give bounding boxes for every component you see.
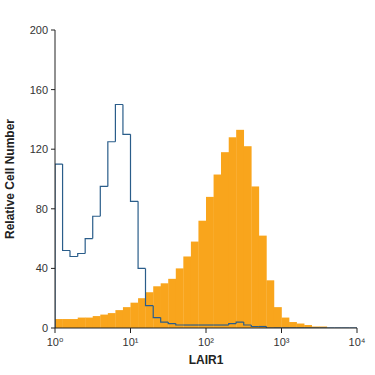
x-tick-label: 10¹ bbox=[123, 336, 139, 348]
histogram-step bbox=[206, 324, 214, 325]
histogram-bar bbox=[168, 279, 176, 328]
histogram-step bbox=[78, 254, 85, 257]
histogram-bar bbox=[176, 268, 184, 328]
x-tick bbox=[206, 328, 207, 333]
y-tick bbox=[51, 89, 55, 90]
histogram-step bbox=[63, 164, 70, 250]
histogram-bar bbox=[214, 175, 222, 328]
histogram-step bbox=[145, 268, 153, 305]
chart: 0 40 80 120 160 200 10⁰ 10¹ 10² 10³ 10⁴ LAIR1 Relati… bbox=[0, 0, 375, 375]
histogram-step bbox=[115, 105, 123, 142]
histogram-bar bbox=[131, 303, 139, 328]
y-tick-label: 0 bbox=[42, 322, 48, 334]
x-tick-label: 10⁴ bbox=[349, 336, 366, 348]
y-axis-label: Relative Cell Number bbox=[3, 119, 17, 239]
histogram-bar bbox=[85, 318, 93, 328]
histogram-step bbox=[229, 324, 236, 325]
x-tick bbox=[281, 328, 282, 333]
histogram-step bbox=[251, 325, 259, 326]
y-tick bbox=[51, 30, 55, 31]
histogram-bar bbox=[191, 242, 199, 328]
histogram-step bbox=[161, 318, 169, 322]
histogram-step bbox=[183, 324, 191, 325]
histogram-step bbox=[168, 322, 176, 323]
histogram-step bbox=[93, 216, 101, 238]
histogram-bar bbox=[259, 236, 267, 328]
histogram-bar bbox=[236, 130, 244, 328]
histogram-bar bbox=[123, 307, 131, 328]
histogram-bar bbox=[138, 298, 146, 328]
histogram-bar bbox=[108, 313, 116, 328]
y-tick bbox=[51, 268, 55, 269]
x-axis-label: LAIR1 bbox=[189, 353, 224, 367]
x-tick-label: 10⁰ bbox=[47, 336, 64, 348]
histogram-bar bbox=[70, 319, 78, 328]
histogram-bar bbox=[198, 221, 206, 328]
histogram-step bbox=[108, 142, 116, 187]
x-tick bbox=[55, 328, 56, 333]
y-tick-label: 200 bbox=[30, 24, 48, 36]
histogram-step bbox=[123, 105, 131, 135]
histogram-step bbox=[55, 164, 63, 328]
histogram-bar bbox=[55, 319, 63, 328]
histogram-bar bbox=[183, 256, 191, 328]
x-tick-label: 10³ bbox=[274, 336, 290, 348]
histogram-bar bbox=[161, 283, 169, 328]
histogram-step bbox=[214, 324, 221, 325]
plot-area bbox=[55, 105, 357, 329]
histogram-bar bbox=[153, 286, 161, 328]
series-0 bbox=[55, 130, 327, 328]
y-tick-label: 160 bbox=[30, 84, 48, 96]
histogram-bar bbox=[93, 316, 101, 328]
histogram-bar bbox=[266, 280, 274, 328]
y-tick bbox=[51, 328, 55, 329]
histogram-bar bbox=[100, 315, 108, 328]
y-tick-label: 40 bbox=[36, 262, 48, 274]
histogram-bar bbox=[63, 319, 71, 328]
histogram-step bbox=[191, 324, 199, 325]
y-axis bbox=[55, 30, 56, 328]
histogram-bar bbox=[297, 324, 305, 328]
series-1 bbox=[55, 105, 357, 329]
histogram-bar bbox=[145, 292, 153, 328]
x-tick-label: 10² bbox=[198, 336, 214, 348]
histogram-step bbox=[153, 306, 160, 318]
histogram-bar bbox=[115, 310, 123, 328]
histogram-step bbox=[198, 324, 206, 325]
histogram-bar bbox=[289, 322, 297, 328]
histogram-step bbox=[70, 251, 78, 257]
y-tick-label: 120 bbox=[30, 143, 48, 155]
x-tick bbox=[130, 328, 131, 333]
y-tick-label: 80 bbox=[36, 203, 48, 215]
histogram-step bbox=[131, 134, 139, 201]
histogram-bar bbox=[229, 137, 237, 328]
histogram-bar bbox=[221, 152, 229, 328]
histogram-bar bbox=[206, 197, 214, 328]
histogram-bar bbox=[244, 146, 252, 328]
histogram-step bbox=[259, 326, 267, 327]
histogram-step bbox=[236, 322, 244, 323]
histogram-step bbox=[176, 324, 184, 325]
x-tick bbox=[357, 328, 358, 333]
histogram-step bbox=[85, 239, 93, 254]
histogram-bar bbox=[78, 318, 86, 328]
histogram-bar bbox=[274, 307, 282, 328]
y-tick bbox=[51, 149, 55, 150]
histogram-bar bbox=[251, 186, 259, 328]
y-tick bbox=[51, 208, 55, 209]
histogram-bar bbox=[282, 318, 290, 328]
histogram-step bbox=[138, 201, 145, 268]
histogram-step bbox=[221, 324, 229, 325]
histogram-step bbox=[100, 186, 108, 216]
histogram-step bbox=[244, 322, 252, 325]
